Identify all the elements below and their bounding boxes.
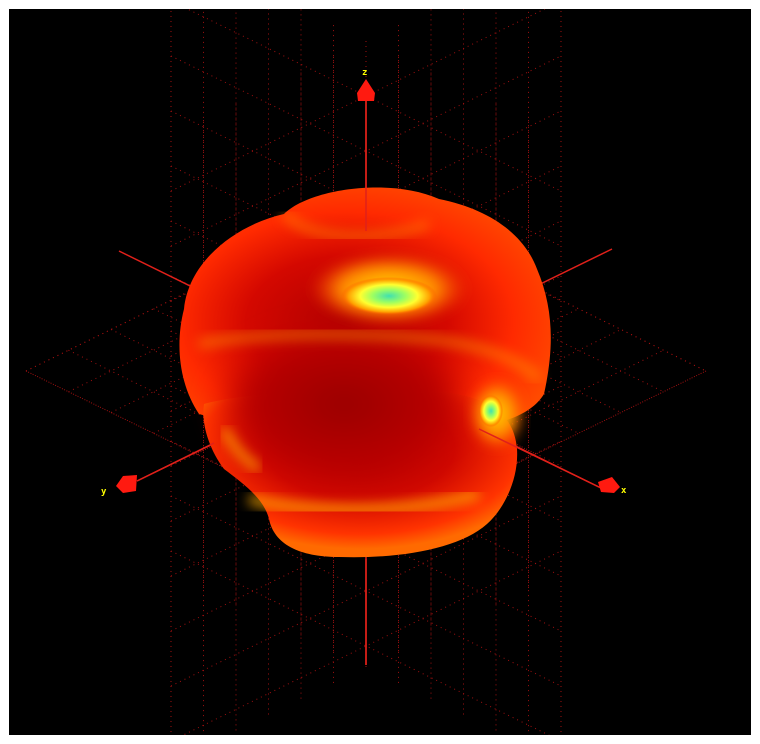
- x-axis-arrow-icon: [598, 477, 620, 493]
- surface-lower-rim: [247, 489, 481, 515]
- grid-line: [323, 225, 664, 393]
- z-axis-arrow-icon: [357, 79, 375, 101]
- surface-left-fold: [220, 427, 262, 473]
- y-axis-arrow-icon: [116, 475, 137, 493]
- pattern-surface[interactable]: [179, 187, 551, 558]
- axis-arrowheads: [116, 79, 620, 493]
- axis-lines-front: [136, 101, 600, 665]
- radiation-pattern-plot[interactable]: [9, 9, 751, 735]
- grid-line: [323, 349, 664, 517]
- surface-upper-hotspot: [341, 277, 437, 315]
- 3d-viewport[interactable]: z x y: [9, 9, 751, 735]
- grid-line: [25, 370, 367, 538]
- surface-core-shadow: [209, 319, 479, 489]
- surface-top-fold: [281, 211, 431, 241]
- surface-mid-rim: [198, 329, 543, 383]
- grid-line: [365, 204, 707, 372]
- grid-line: [365, 370, 707, 538]
- x-axis-front-line: [478, 428, 600, 488]
- x-axis-label: x: [621, 486, 627, 496]
- y-axis-front-line: [136, 442, 215, 482]
- grid-line: [280, 246, 622, 413]
- surface-right-hotspot: [479, 395, 503, 427]
- y-axis-label: y: [101, 487, 107, 497]
- z-axis-label: z: [362, 68, 368, 78]
- grid-line: [280, 329, 622, 496]
